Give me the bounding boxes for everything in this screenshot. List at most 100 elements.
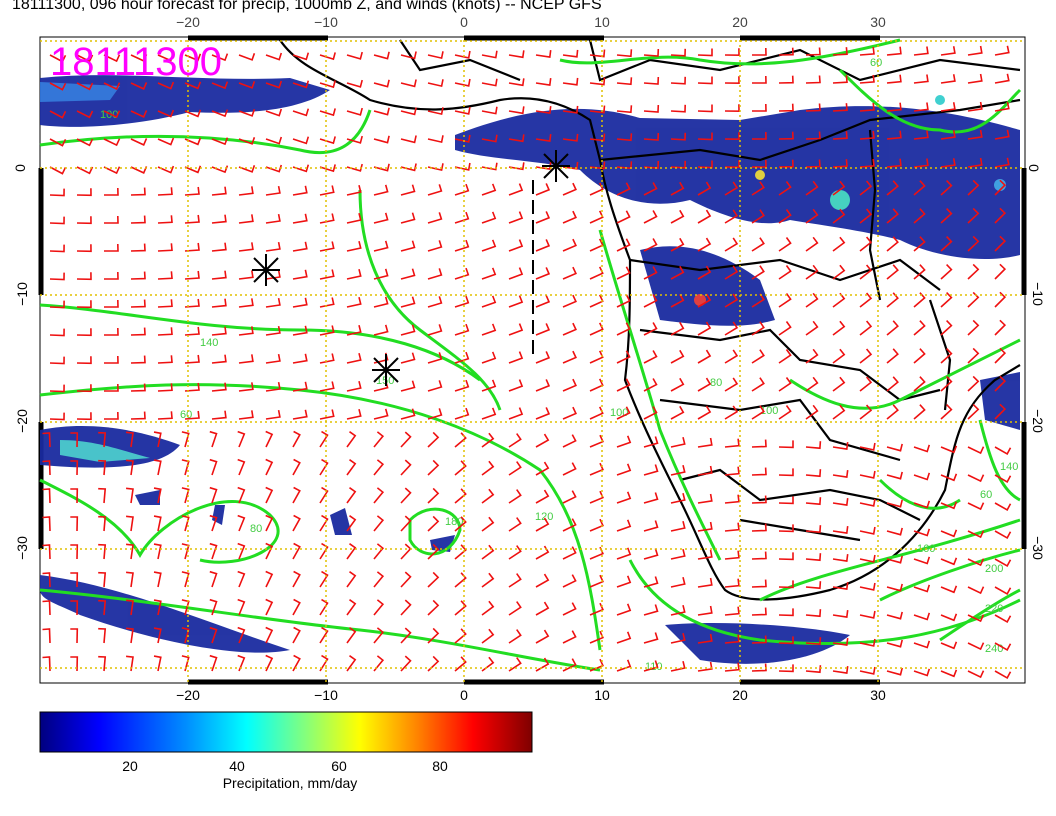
wind-barb: [454, 162, 471, 171]
wind-barb: [265, 598, 274, 616]
wind-barb: [724, 48, 740, 57]
wind-barb: [535, 105, 552, 115]
wind-barb: [643, 104, 660, 113]
wind-barb: [670, 661, 686, 672]
wind-barb: [265, 185, 281, 196]
wind-barb: [616, 210, 631, 224]
wind-barb: [211, 242, 227, 252]
wind-barb: [562, 105, 579, 114]
contour-label: 220: [985, 603, 1003, 615]
wind-barb: [153, 431, 162, 448]
wind-barb: [42, 656, 51, 672]
wind-barb: [535, 573, 550, 588]
wind-barb: [562, 266, 577, 280]
wind-barb: [319, 570, 329, 588]
wind-barb: [481, 106, 498, 115]
wind-barb: [994, 375, 1007, 392]
wind-barb: [859, 292, 873, 308]
wind-barb: [373, 408, 389, 420]
wind-barb: [454, 295, 470, 308]
wind-barb: [589, 322, 604, 336]
wind-barb: [697, 549, 713, 560]
wind-barb: [373, 240, 389, 252]
wind-barb: [886, 527, 903, 536]
wind-barb: [209, 542, 218, 560]
wind-barb: [751, 635, 767, 644]
wind-barb: [751, 265, 765, 280]
wind-barb: [211, 81, 229, 90]
wind-barb: [994, 157, 1010, 168]
wind-barb: [751, 551, 767, 560]
wind-barb: [373, 431, 385, 448]
wind-barb: [292, 542, 301, 560]
wind-barb: [697, 349, 712, 364]
wind-barb: [184, 326, 200, 336]
wind-barb: [76, 272, 92, 281]
wind-barb: [562, 546, 577, 560]
wind-barb: [481, 544, 495, 560]
wind-barb: [373, 212, 389, 224]
wind-barb: [805, 103, 821, 112]
lon-tick-top: 30: [870, 14, 886, 30]
wind-barb: [292, 164, 310, 173]
wind-barb: [319, 598, 329, 616]
wind-barb: [454, 516, 467, 532]
wind-barb: [562, 658, 577, 672]
wind-barb: [886, 130, 902, 140]
wind-barb: [913, 158, 929, 168]
contour-label: 200: [985, 563, 1003, 575]
wind-barb: [237, 542, 246, 560]
wind-barb: [859, 610, 876, 619]
wind-barb: [724, 293, 739, 308]
wind-barb: [42, 460, 51, 476]
lon-tick-top: 20: [732, 14, 748, 30]
wind-barb: [49, 412, 65, 421]
wind-barb: [535, 489, 550, 504]
wind-barb: [126, 459, 134, 476]
wind-barb: [670, 48, 686, 57]
wind-barb: [237, 458, 246, 476]
wind-barb: [427, 571, 440, 588]
wind-barb: [265, 570, 274, 588]
wind-barb: [535, 77, 552, 87]
wind-barb: [184, 165, 202, 174]
wind-barb: [400, 79, 417, 88]
wind-barb: [778, 321, 792, 336]
wind-barb: [319, 52, 336, 61]
wind-barb: [535, 351, 551, 364]
lon-tick-top: −10: [314, 14, 338, 30]
wind-barb: [292, 269, 308, 280]
wind-barb: [616, 77, 633, 86]
wind-barb: [670, 465, 686, 476]
wind-barb: [967, 403, 980, 420]
wind-barb: [70, 516, 79, 532]
wind-barb: [697, 605, 713, 616]
wind-barb: [643, 604, 659, 616]
wind-barb: [508, 433, 522, 448]
wind-barb: [126, 571, 134, 588]
wind-barb: [751, 467, 767, 476]
wind-barb: [104, 187, 119, 196]
wind-barb: [859, 208, 873, 224]
wind-barb: [562, 378, 577, 392]
wind-barb: [913, 444, 931, 453]
wind-barb: [265, 108, 283, 117]
wind-barb: [130, 383, 146, 392]
wind-barb: [886, 158, 902, 168]
wind-barb: [589, 161, 606, 170]
wind-barb: [292, 654, 301, 672]
wind-barb: [940, 404, 953, 420]
wind-barb: [940, 236, 953, 252]
wind-barb: [589, 602, 604, 616]
wind-barb: [697, 377, 712, 392]
wind-barb: [805, 208, 819, 224]
wind-barb: [724, 522, 740, 532]
wind-barb: [697, 181, 712, 196]
wind-barb: [724, 76, 740, 85]
wind-barb: [589, 490, 604, 504]
wind-barb: [481, 488, 495, 504]
wind-barb: [967, 207, 980, 224]
wind-barb: [535, 267, 551, 280]
wind-barb: [42, 432, 51, 448]
wind-barb: [562, 406, 577, 420]
